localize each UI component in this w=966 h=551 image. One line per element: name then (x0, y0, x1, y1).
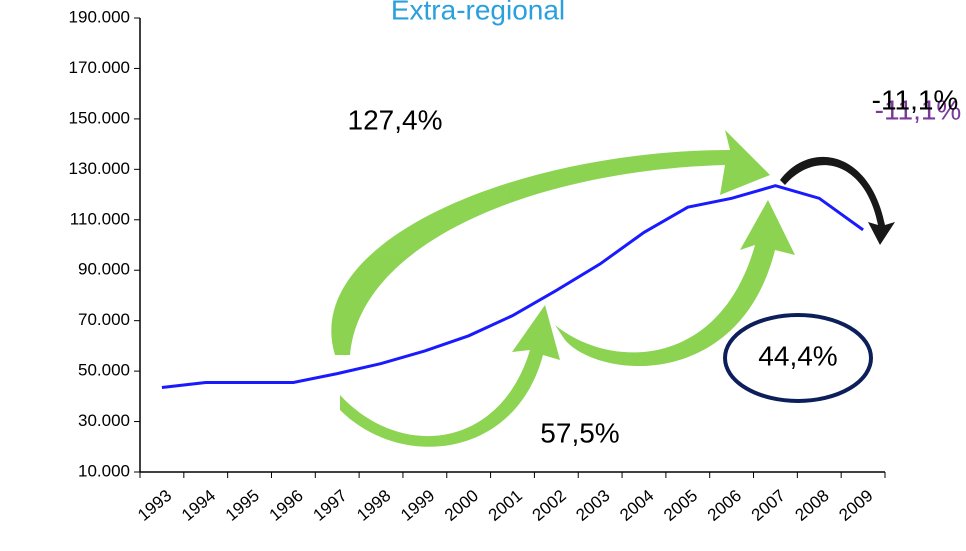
annotation: -11,1% (872, 84, 959, 115)
x-tick-label: 2003 (572, 486, 613, 525)
arrow (555, 200, 795, 367)
x-tick-label: 2008 (792, 486, 833, 525)
y-tick-label: 90.000 (78, 260, 130, 279)
x-tick-label: 1993 (134, 486, 175, 525)
y-tick-label: 50.000 (78, 361, 130, 380)
annotation: 44,4% (758, 340, 837, 371)
y-tick-label: 190.000 (69, 7, 130, 26)
x-tick-label: 2006 (704, 486, 745, 525)
x-tick-label: 2002 (529, 486, 570, 525)
y-tick-label: 150.000 (69, 108, 130, 127)
y-tick-label: 130.000 (69, 159, 130, 178)
y-tick-label: 70.000 (78, 310, 130, 329)
x-tick-label: 1994 (178, 486, 219, 525)
highlight-ellipse (723, 313, 873, 403)
x-tick-label: 2005 (660, 486, 701, 525)
arrow (340, 305, 560, 447)
x-tick-label: 2007 (748, 486, 789, 525)
x-tick-label: 2001 (485, 486, 526, 525)
arrow (780, 156, 895, 245)
annotation: 57,5% (540, 417, 619, 448)
x-tick-label: 2009 (835, 486, 876, 525)
x-tick-label: 1995 (222, 486, 263, 525)
y-tick-label: 110.000 (70, 209, 130, 228)
x-tick-label: 1996 (266, 486, 307, 525)
annotation: 127,4% (348, 104, 443, 135)
annotation: -11,1% (875, 94, 962, 125)
y-tick-label: 30.000 (78, 411, 130, 430)
x-tick-label: 2004 (616, 486, 657, 525)
chart-title: Extra-regional (391, 0, 565, 25)
y-tick-label: 170.000 (69, 58, 130, 77)
x-tick-label: 1997 (309, 486, 350, 525)
x-tick-label: 2000 (441, 486, 482, 525)
arrow (331, 130, 770, 355)
data-line (161, 184, 864, 389)
y-tick-label: 10.000 (78, 461, 130, 480)
x-tick-label: 1999 (397, 486, 438, 525)
decorative-arrows (331, 130, 895, 447)
x-tick-label: 1998 (353, 486, 394, 525)
